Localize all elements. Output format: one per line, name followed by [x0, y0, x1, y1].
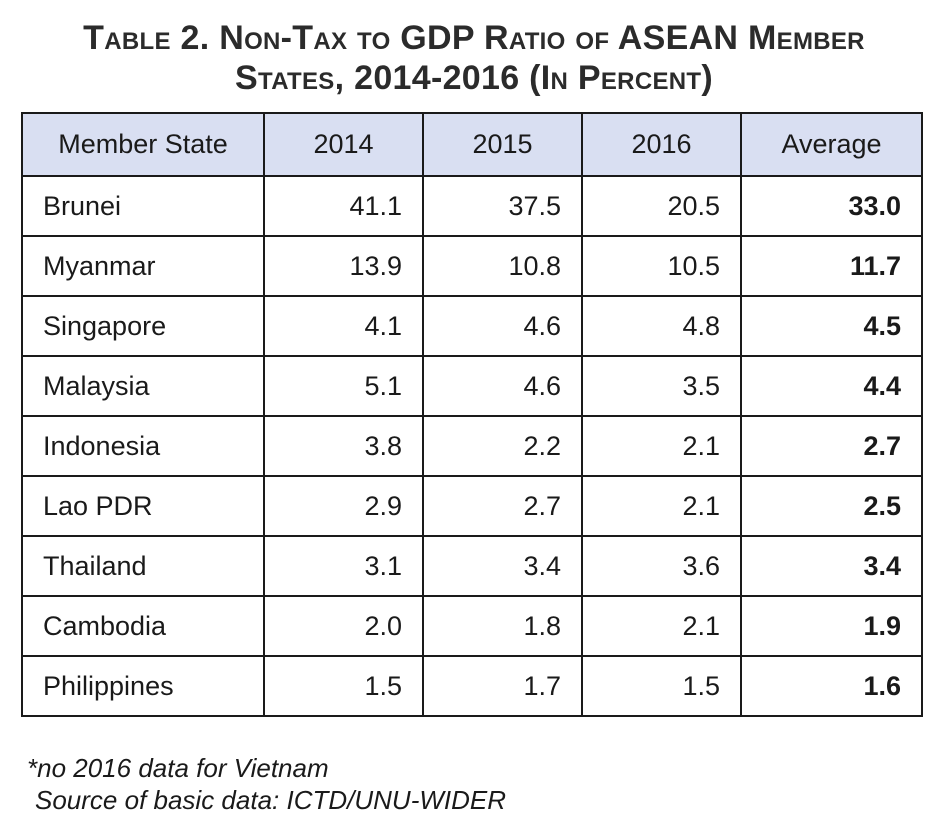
table-row: Thailand 3.1 3.4 3.6 3.4	[21, 535, 923, 597]
header-average: Average	[740, 112, 923, 177]
average-cell: 4.4	[740, 355, 923, 417]
value-2014-cell: 3.1	[263, 535, 424, 597]
value-2016-cell: 20.5	[581, 175, 742, 237]
average-cell: 11.7	[740, 235, 923, 297]
value-2015-cell: 2.7	[422, 475, 583, 537]
average-cell: 33.0	[740, 175, 923, 237]
state-cell: Cambodia	[21, 595, 265, 657]
value-2015-cell: 1.7	[422, 655, 583, 717]
value-2014-cell: 2.0	[263, 595, 424, 657]
value-2015-cell: 2.2	[422, 415, 583, 477]
header-2015: 2015	[422, 112, 583, 177]
value-2016-cell: 3.6	[581, 535, 742, 597]
value-2014-cell: 1.5	[263, 655, 424, 717]
header-row: Member State 2014 2015 2016 Average	[21, 112, 923, 177]
value-2016-cell: 10.5	[581, 235, 742, 297]
value-2016-cell: 4.8	[581, 295, 742, 357]
value-2016-cell: 2.1	[581, 415, 742, 477]
value-2014-cell: 13.9	[263, 235, 424, 297]
average-cell: 2.7	[740, 415, 923, 477]
state-cell: Thailand	[21, 535, 265, 597]
value-2015-cell: 4.6	[422, 355, 583, 417]
average-cell: 4.5	[740, 295, 923, 357]
value-2015-cell: 37.5	[422, 175, 583, 237]
value-2015-cell: 10.8	[422, 235, 583, 297]
state-cell: Lao PDR	[21, 475, 265, 537]
table-row: Lao PDR 2.9 2.7 2.1 2.5	[21, 475, 923, 537]
value-2016-cell: 2.1	[581, 595, 742, 657]
table-row: Brunei 41.1 37.5 20.5 33.0	[21, 175, 923, 237]
value-2015-cell: 4.6	[422, 295, 583, 357]
value-2016-cell: 2.1	[581, 475, 742, 537]
average-cell: 1.9	[740, 595, 923, 657]
value-2014-cell: 5.1	[263, 355, 424, 417]
table-body: Brunei 41.1 37.5 20.5 33.0 Myanmar 13.9 10.8 10.…	[21, 175, 923, 717]
average-cell: 1.6	[740, 655, 923, 717]
state-cell: Myanmar	[21, 235, 265, 297]
state-cell: Philippines	[21, 655, 265, 717]
state-cell: Singapore	[21, 295, 265, 357]
table-row: Myanmar 13.9 10.8 10.5 11.7	[21, 235, 923, 297]
table-row: Malaysia 5.1 4.6 3.5 4.4	[21, 355, 923, 417]
table-notes: *no 2016 data for Vietnam Source of basi…	[27, 752, 506, 816]
value-2016-cell: 3.5	[581, 355, 742, 417]
table-row: Indonesia 3.8 2.2 2.1 2.7	[21, 415, 923, 477]
footnote: *no 2016 data for Vietnam	[27, 753, 329, 783]
value-2014-cell: 41.1	[263, 175, 424, 237]
state-cell: Indonesia	[21, 415, 265, 477]
value-2016-cell: 1.5	[581, 655, 742, 717]
value-2015-cell: 3.4	[422, 535, 583, 597]
average-cell: 2.5	[740, 475, 923, 537]
average-cell: 3.4	[740, 535, 923, 597]
header-2016: 2016	[581, 112, 742, 177]
title-line-1: Table 2. Non-Tax to GDP Ratio of ASEAN M…	[83, 19, 865, 57]
value-2014-cell: 4.1	[263, 295, 424, 357]
title-line-2: States, 2014-2016 (In Percent)	[235, 59, 713, 97]
table-row: Philippines 1.5 1.7 1.5 1.6	[21, 655, 923, 717]
header-2014: 2014	[263, 112, 424, 177]
table-row: Singapore 4.1 4.6 4.8 4.5	[21, 295, 923, 357]
value-2014-cell: 2.9	[263, 475, 424, 537]
state-cell: Malaysia	[21, 355, 265, 417]
table-title: Table 2. Non-Tax to GDP Ratio of ASEAN M…	[0, 18, 948, 98]
source-note: Source of basic data: ICTD/UNU-WIDER	[35, 785, 507, 815]
value-2015-cell: 1.8	[422, 595, 583, 657]
header-member-state: Member State	[21, 112, 265, 177]
non-tax-gdp-table: Member State 2014 2015 2016 Average Brun…	[21, 112, 923, 717]
table-row: Cambodia 2.0 1.8 2.1 1.9	[21, 595, 923, 657]
state-cell: Brunei	[21, 175, 265, 237]
value-2014-cell: 3.8	[263, 415, 424, 477]
